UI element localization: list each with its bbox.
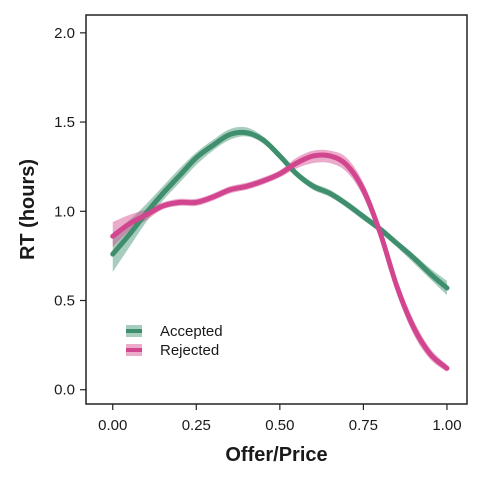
confidence-bands [112,126,447,372]
plot-frame [85,14,468,405]
band-rejected [112,149,447,372]
legend-label-rejected: Rejected [160,342,219,359]
series-lines [110,129,450,371]
y-tick-label: 2.0 [54,25,75,42]
legend-label-accepted: Accepted [160,323,223,340]
legend: Accepted Rejected [126,323,223,359]
y-tick-label: 1.5 [54,114,75,131]
y-tick-label: 1.0 [54,203,75,220]
x-tick-label: 0.25 [182,417,211,434]
line-rejected [110,152,450,371]
x-tick-label: 0.00 [98,417,127,434]
x-tick-label: 0.50 [265,417,294,434]
x-tick-label: 1.00 [432,417,461,434]
band-accepted [112,126,447,296]
x-axis-title: Offer/Price [225,444,327,466]
x-axis: 0.00 0.25 0.50 0.75 1.00 [98,404,462,434]
line-accepted [110,129,450,291]
y-axis-title: RT (hours) [17,159,39,260]
y-tick-label: 0.5 [54,293,75,310]
y-tick-label: 0.0 [54,382,75,399]
x-tick-label: 0.75 [349,417,378,434]
y-axis: 0.0 0.5 1.0 1.5 2.0 [54,25,86,399]
